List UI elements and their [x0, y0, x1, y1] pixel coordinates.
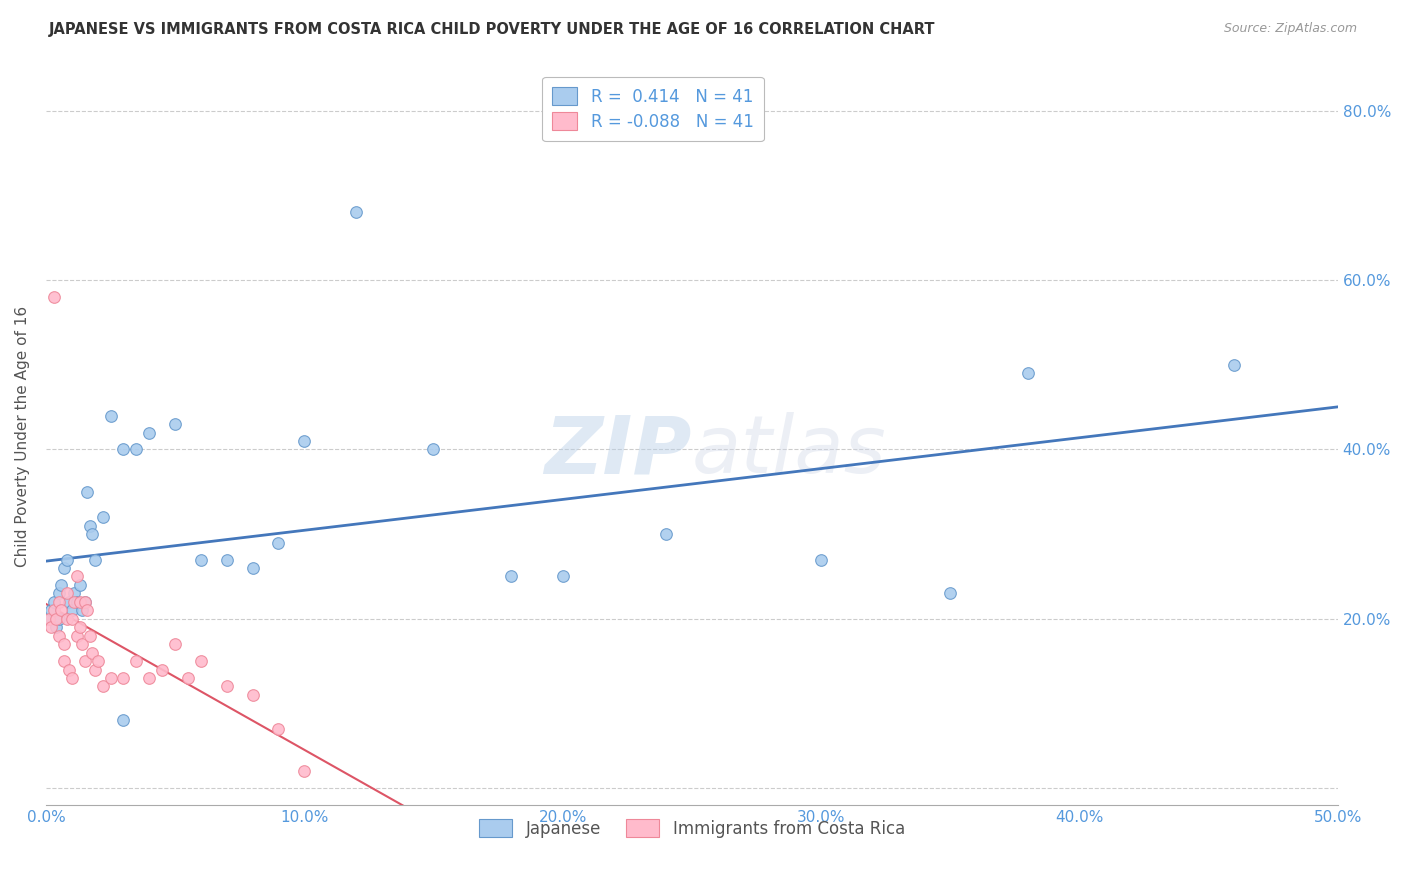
Point — [48, 595, 70, 609]
Point — [76, 484, 98, 499]
Text: Source: ZipAtlas.com: Source: ZipAtlas.com — [1223, 22, 1357, 36]
Point — [53, 637, 76, 651]
Point — [73, 595, 96, 609]
Point — [60, 612, 83, 626]
Point — [138, 671, 160, 685]
Point — [215, 552, 238, 566]
Point — [242, 688, 264, 702]
Point — [292, 434, 315, 448]
Point — [48, 629, 70, 643]
Point — [58, 663, 80, 677]
Point — [63, 595, 86, 609]
Point — [39, 603, 62, 617]
Point — [112, 714, 135, 728]
Point — [60, 671, 83, 685]
Point — [91, 680, 114, 694]
Point — [51, 603, 73, 617]
Point — [112, 671, 135, 685]
Point — [79, 629, 101, 643]
Point — [190, 654, 212, 668]
Point — [69, 595, 91, 609]
Point — [177, 671, 200, 685]
Point — [112, 442, 135, 457]
Point — [82, 527, 104, 541]
Point — [292, 764, 315, 779]
Point — [55, 552, 77, 566]
Point — [84, 663, 107, 677]
Point — [79, 518, 101, 533]
Point — [66, 595, 89, 609]
Point — [82, 646, 104, 660]
Point — [69, 620, 91, 634]
Point — [84, 552, 107, 566]
Point — [76, 603, 98, 617]
Point — [55, 586, 77, 600]
Point — [100, 671, 122, 685]
Point — [45, 612, 67, 626]
Point — [655, 527, 678, 541]
Point — [86, 654, 108, 668]
Point — [63, 586, 86, 600]
Point — [39, 620, 62, 634]
Point — [267, 722, 290, 736]
Point — [38, 612, 60, 626]
Point — [66, 629, 89, 643]
Point — [53, 654, 76, 668]
Point — [499, 569, 522, 583]
Point — [125, 442, 148, 457]
Point — [45, 620, 67, 634]
Legend: Japanese, Immigrants from Costa Rica: Japanese, Immigrants from Costa Rica — [472, 813, 911, 845]
Point — [150, 663, 173, 677]
Point — [100, 409, 122, 423]
Point — [1017, 366, 1039, 380]
Text: JAPANESE VS IMMIGRANTS FROM COSTA RICA CHILD POVERTY UNDER THE AGE OF 16 CORRELA: JAPANESE VS IMMIGRANTS FROM COSTA RICA C… — [49, 22, 936, 37]
Point — [66, 569, 89, 583]
Point — [53, 561, 76, 575]
Point — [190, 552, 212, 566]
Y-axis label: Child Poverty Under the Age of 16: Child Poverty Under the Age of 16 — [15, 306, 30, 567]
Point — [165, 637, 187, 651]
Point — [422, 442, 444, 457]
Point — [1223, 358, 1246, 372]
Point — [58, 595, 80, 609]
Point — [73, 595, 96, 609]
Point — [42, 290, 65, 304]
Point — [267, 535, 290, 549]
Point — [73, 654, 96, 668]
Point — [42, 595, 65, 609]
Text: ZIP: ZIP — [544, 412, 692, 491]
Point — [939, 586, 962, 600]
Text: atlas: atlas — [692, 412, 887, 491]
Point — [38, 612, 60, 626]
Point — [125, 654, 148, 668]
Point — [51, 578, 73, 592]
Point — [215, 680, 238, 694]
Point — [165, 417, 187, 431]
Point — [810, 552, 832, 566]
Point — [55, 612, 77, 626]
Point — [48, 612, 70, 626]
Point — [69, 578, 91, 592]
Point — [138, 425, 160, 440]
Point — [70, 603, 93, 617]
Point — [242, 561, 264, 575]
Point — [91, 510, 114, 524]
Point — [48, 586, 70, 600]
Point — [42, 603, 65, 617]
Point — [70, 637, 93, 651]
Point — [551, 569, 574, 583]
Point — [344, 205, 367, 219]
Point — [60, 603, 83, 617]
